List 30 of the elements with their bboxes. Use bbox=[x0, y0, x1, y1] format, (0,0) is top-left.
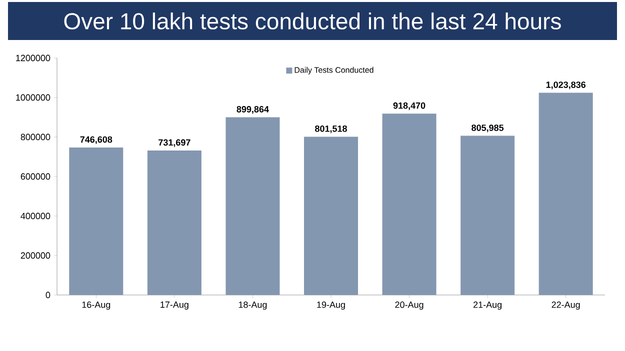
x-tick-label: 21-Aug bbox=[474, 302, 502, 310]
x-tick-label: 22-Aug bbox=[552, 302, 580, 310]
data-label: 801,518 bbox=[315, 125, 347, 134]
x-tick-label: 20-Aug bbox=[395, 302, 424, 310]
y-tick-label: 200000 bbox=[20, 252, 50, 259]
y-tick-label: 800000 bbox=[20, 134, 50, 140]
data-label: 918,470 bbox=[393, 102, 426, 110]
data-label: 731,697 bbox=[158, 139, 190, 147]
bar bbox=[226, 117, 280, 295]
bar bbox=[538, 92, 593, 295]
bar bbox=[460, 136, 515, 295]
data-label: 746,608 bbox=[80, 136, 112, 144]
x-tick-label: 19-Aug bbox=[317, 302, 345, 310]
y-tick-label: 400000 bbox=[20, 212, 50, 220]
x-tick-label: 17-Aug bbox=[160, 302, 188, 310]
x-tick-label: 18-Aug bbox=[238, 302, 267, 310]
bar bbox=[382, 114, 436, 295]
y-tick-label: 600000 bbox=[20, 173, 50, 180]
bar bbox=[69, 148, 124, 295]
y-tick-label: 1000000 bbox=[16, 94, 50, 101]
y-tick-label: 1200000 bbox=[16, 54, 50, 62]
x-tick-label: 16-Aug bbox=[82, 302, 110, 310]
bar bbox=[304, 136, 358, 295]
chart-title: Over 10 lakh tests conducted in the last 24 hours bbox=[64, 12, 561, 30]
legend-label: Daily Tests Conducted bbox=[294, 66, 374, 74]
y-tick-label: 0 bbox=[46, 292, 50, 298]
data-label: 899,864 bbox=[236, 106, 269, 114]
data-label: 1,023,836 bbox=[546, 82, 586, 90]
bar bbox=[147, 150, 202, 295]
data-label: 805,985 bbox=[472, 124, 504, 132]
